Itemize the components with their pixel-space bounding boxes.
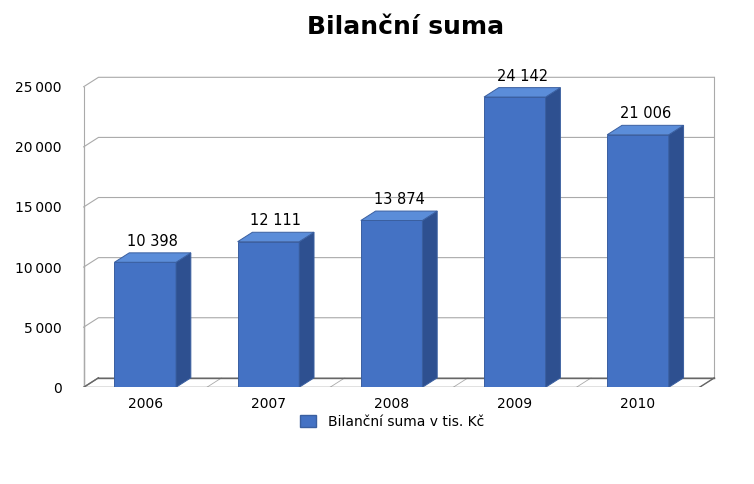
Text: 13 874: 13 874	[373, 192, 425, 207]
Text: 10 398: 10 398	[127, 234, 178, 249]
Polygon shape	[484, 88, 560, 97]
Polygon shape	[484, 97, 546, 387]
Polygon shape	[299, 232, 314, 387]
Polygon shape	[422, 211, 437, 387]
Text: 21 006: 21 006	[620, 106, 671, 121]
Polygon shape	[607, 125, 684, 135]
Text: 24 142: 24 142	[497, 69, 547, 84]
Polygon shape	[176, 253, 191, 387]
Polygon shape	[115, 262, 176, 387]
Legend: Bilanční suma v tis. Kč: Bilanční suma v tis. Kč	[294, 409, 489, 434]
Polygon shape	[361, 221, 422, 387]
Polygon shape	[361, 211, 437, 221]
Polygon shape	[238, 232, 314, 242]
Title: Bilanční suma: Bilanční suma	[307, 15, 504, 39]
Polygon shape	[607, 135, 669, 387]
Text: 12 111: 12 111	[250, 213, 302, 228]
Polygon shape	[115, 253, 191, 262]
Polygon shape	[669, 125, 684, 387]
Polygon shape	[546, 88, 560, 387]
Polygon shape	[238, 242, 299, 387]
